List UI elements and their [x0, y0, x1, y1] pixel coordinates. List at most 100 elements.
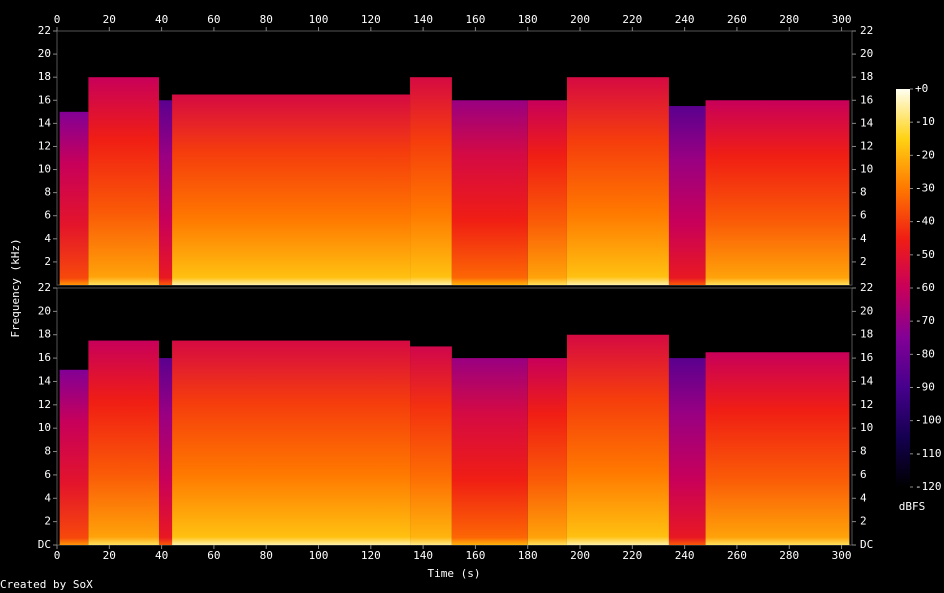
- colorbar-label: dBFS: [899, 500, 926, 513]
- y-tick-label: 16: [38, 351, 51, 364]
- colorbar: [896, 89, 910, 487]
- spectrum-segment: [88, 77, 159, 285]
- x-tick-label: 160: [465, 13, 485, 26]
- x-tick-label: 40: [155, 549, 168, 562]
- x-tick-label: 200: [570, 549, 590, 562]
- y-tick-label: 20: [38, 47, 51, 60]
- x-tick-label: 200: [570, 13, 590, 26]
- y-tick-label: 6: [44, 209, 51, 222]
- x-tick-label: 160: [465, 549, 485, 562]
- x-tick-label: 180: [518, 13, 538, 26]
- x-tick-label: 280: [779, 549, 799, 562]
- x-tick-label: 80: [260, 549, 273, 562]
- x-tick-label: 80: [260, 13, 273, 26]
- spectrum-segment: [59, 369, 89, 545]
- x-axis-label: Time (s): [428, 567, 481, 580]
- spectrum-segment: [59, 111, 89, 286]
- x-tick-label: 300: [832, 13, 852, 26]
- spectrum-segment: [668, 358, 706, 545]
- colorbar-tick-label: -90: [915, 381, 935, 394]
- y-tick-label: 6: [860, 468, 867, 481]
- x-tick-label: 220: [622, 13, 642, 26]
- y-tick-label: 18: [38, 70, 51, 83]
- y-tick-label: 22: [38, 281, 51, 294]
- spectrum-segment: [566, 77, 669, 285]
- spectrum-segment: [566, 334, 669, 545]
- y-tick-label: 4: [860, 232, 867, 245]
- x-tick-label: 220: [622, 549, 642, 562]
- y-tick-label: 20: [860, 47, 873, 60]
- spectrum-segment: [527, 100, 567, 285]
- y-tick-label: 12: [38, 139, 51, 152]
- x-tick-label: 140: [413, 549, 433, 562]
- y-tick-label: 10: [38, 421, 51, 434]
- y-tick-label: DC: [38, 538, 51, 551]
- spectrum-segment: [410, 346, 452, 545]
- y-tick-label: 4: [44, 491, 51, 504]
- spectrum-segment: [172, 94, 411, 285]
- spectrum-segment: [88, 340, 159, 545]
- spectrum-segment: [451, 358, 528, 545]
- y-tick-label: 14: [860, 116, 874, 129]
- y-tick-label: 18: [38, 328, 51, 341]
- x-tick-label: 60: [207, 549, 220, 562]
- y-tick-label: 8: [860, 445, 867, 458]
- colorbar-tick-label: -10: [915, 115, 935, 128]
- x-tick-label: 120: [361, 13, 381, 26]
- y-tick-label: DC: [860, 538, 873, 551]
- spectrum-segment: [705, 100, 850, 285]
- x-tick-label: 300: [832, 549, 852, 562]
- spectrum-segment: [158, 100, 173, 285]
- spectrum-segment: [705, 352, 850, 545]
- y-tick-label: 20: [38, 304, 51, 317]
- y-tick-label: 14: [38, 374, 52, 387]
- colorbar-tick-label: +0: [915, 82, 928, 95]
- x-tick-label: 240: [675, 549, 695, 562]
- colorbar-tick-label: -100: [915, 414, 942, 427]
- y-tick-label: 10: [860, 421, 873, 434]
- spectrum-segment: [410, 77, 452, 285]
- x-tick-label: 100: [309, 13, 329, 26]
- colorbar-tick-label: -110: [915, 447, 942, 460]
- y-tick-label: 22: [860, 24, 873, 37]
- spectrum-segment: [172, 340, 411, 545]
- colorbar-tick-label: -70: [915, 314, 935, 327]
- y-tick-label: 18: [860, 70, 873, 83]
- y-tick-label: 8: [44, 445, 51, 458]
- colorbar-tick-label: -50: [915, 248, 935, 261]
- footer: Created by SoX: [0, 578, 93, 591]
- x-tick-label: 20: [103, 13, 116, 26]
- colorbar-tick-label: -60: [915, 281, 935, 294]
- x-tick-label: 120: [361, 549, 381, 562]
- y-tick-label: 18: [860, 328, 873, 341]
- y-tick-label: 16: [860, 93, 873, 106]
- y-tick-label: 12: [38, 398, 51, 411]
- y-tick-label: 2: [44, 255, 51, 268]
- x-tick-label: 260: [727, 13, 747, 26]
- x-tick-label: 20: [103, 549, 116, 562]
- y-tick-label: 6: [44, 468, 51, 481]
- y-tick-label: 2: [44, 515, 51, 528]
- x-tick-label: 240: [675, 13, 695, 26]
- x-tick-label: 0: [54, 13, 61, 26]
- y-tick-label: 16: [860, 351, 873, 364]
- colorbar-tick-label: -30: [915, 182, 935, 195]
- y-tick-label: 12: [860, 398, 873, 411]
- x-tick-label: 60: [207, 13, 220, 26]
- spectrum-segment: [158, 358, 173, 545]
- y-tick-label: 10: [860, 163, 873, 176]
- spectrum-segment: [451, 100, 528, 285]
- y-axis-label: Frequency (kHz): [9, 238, 22, 337]
- y-tick-label: 4: [860, 491, 867, 504]
- colorbar-tick-label: -120: [915, 480, 942, 493]
- x-tick-label: 280: [779, 13, 799, 26]
- y-tick-label: 14: [38, 116, 52, 129]
- y-tick-label: 4: [44, 232, 51, 245]
- colorbar-tick-label: -20: [915, 148, 935, 161]
- x-tick-label: 40: [155, 13, 168, 26]
- y-tick-label: 22: [38, 24, 51, 37]
- spectrum-segment: [527, 358, 567, 545]
- x-tick-label: 180: [518, 549, 538, 562]
- x-tick-label: 260: [727, 549, 747, 562]
